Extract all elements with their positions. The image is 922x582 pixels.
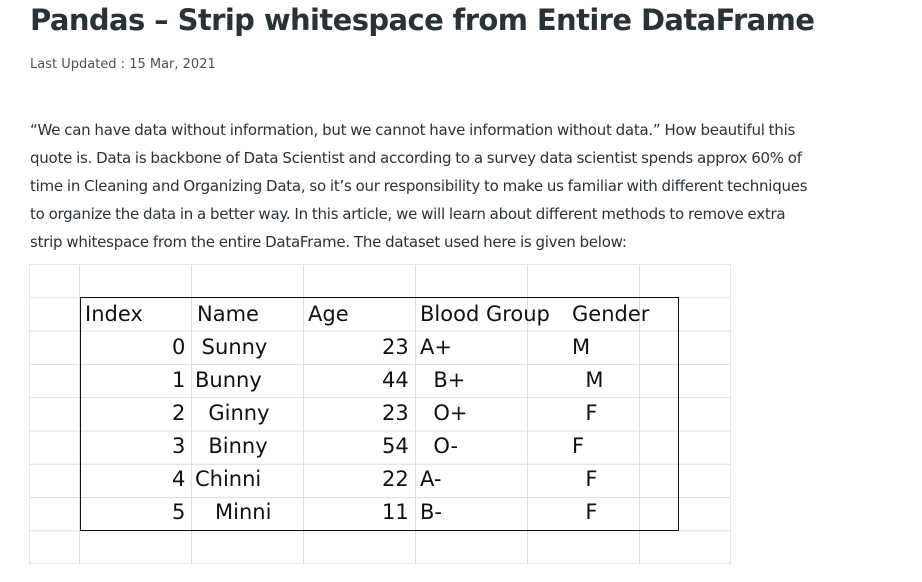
paragraph-line: quote is. Data is backbone of Data Scien…	[30, 149, 802, 167]
cell-name: Minni	[195, 500, 272, 524]
cell-name: Ginny	[195, 401, 270, 425]
article-title: Pandas – Strip whitespace from Entire Da…	[30, 3, 815, 37]
cell-blood-group: B-	[420, 500, 442, 524]
cell-gender: F	[572, 467, 598, 491]
dataset-spreadsheet-image: Index Name Age Blood Group Gender 0 Sunn…	[29, 264, 731, 564]
cell-index: 1	[172, 368, 186, 392]
paragraph-line: “We can have data without information, b…	[30, 121, 796, 139]
header-blood-group: Blood Group	[420, 302, 550, 326]
cell-index: 5	[172, 500, 186, 524]
cell-age: 23	[382, 401, 409, 425]
cell-blood-group: B+	[420, 368, 466, 392]
header-index: Index	[85, 302, 143, 326]
cell-name: Bunny	[195, 368, 262, 392]
cell-gender: F	[572, 500, 598, 524]
intro-paragraph: “We can have data without information, b…	[30, 116, 880, 256]
cell-index: 0	[172, 335, 186, 359]
cell-name: Binny	[195, 434, 268, 458]
cell-gender: M	[572, 335, 591, 359]
header-age: Age	[308, 302, 349, 326]
paragraph-line: time in Cleaning and Organizing Data, so…	[30, 177, 808, 195]
paragraph-line: to organize the data in a better way. In…	[30, 205, 786, 223]
cell-index: 3	[172, 434, 186, 458]
last-updated: Last Updated : 15 Mar, 2021	[30, 57, 216, 72]
cell-blood-group: O-	[420, 434, 459, 458]
cell-gender: F	[572, 434, 585, 458]
cell-age: 22	[382, 467, 409, 491]
dataset-table-border	[80, 297, 679, 531]
cell-age: 54	[382, 434, 409, 458]
cell-gender: F	[572, 401, 598, 425]
header-gender: Gender	[572, 302, 650, 326]
cell-age: 11	[382, 500, 409, 524]
header-name: Name	[197, 302, 259, 326]
cell-index: 2	[172, 401, 186, 425]
cell-blood-group: A-	[420, 467, 442, 491]
cell-age: 44	[382, 368, 409, 392]
cell-age: 23	[382, 335, 409, 359]
cell-name: Sunny	[195, 335, 268, 359]
cell-gender: M	[572, 368, 604, 392]
cell-blood-group: O+	[420, 401, 468, 425]
cell-blood-group: A+	[420, 335, 452, 359]
cell-index: 4	[172, 467, 186, 491]
paragraph-line: strip whitespace from the entire DataFra…	[30, 233, 627, 251]
cell-name: Chinni	[195, 467, 262, 491]
